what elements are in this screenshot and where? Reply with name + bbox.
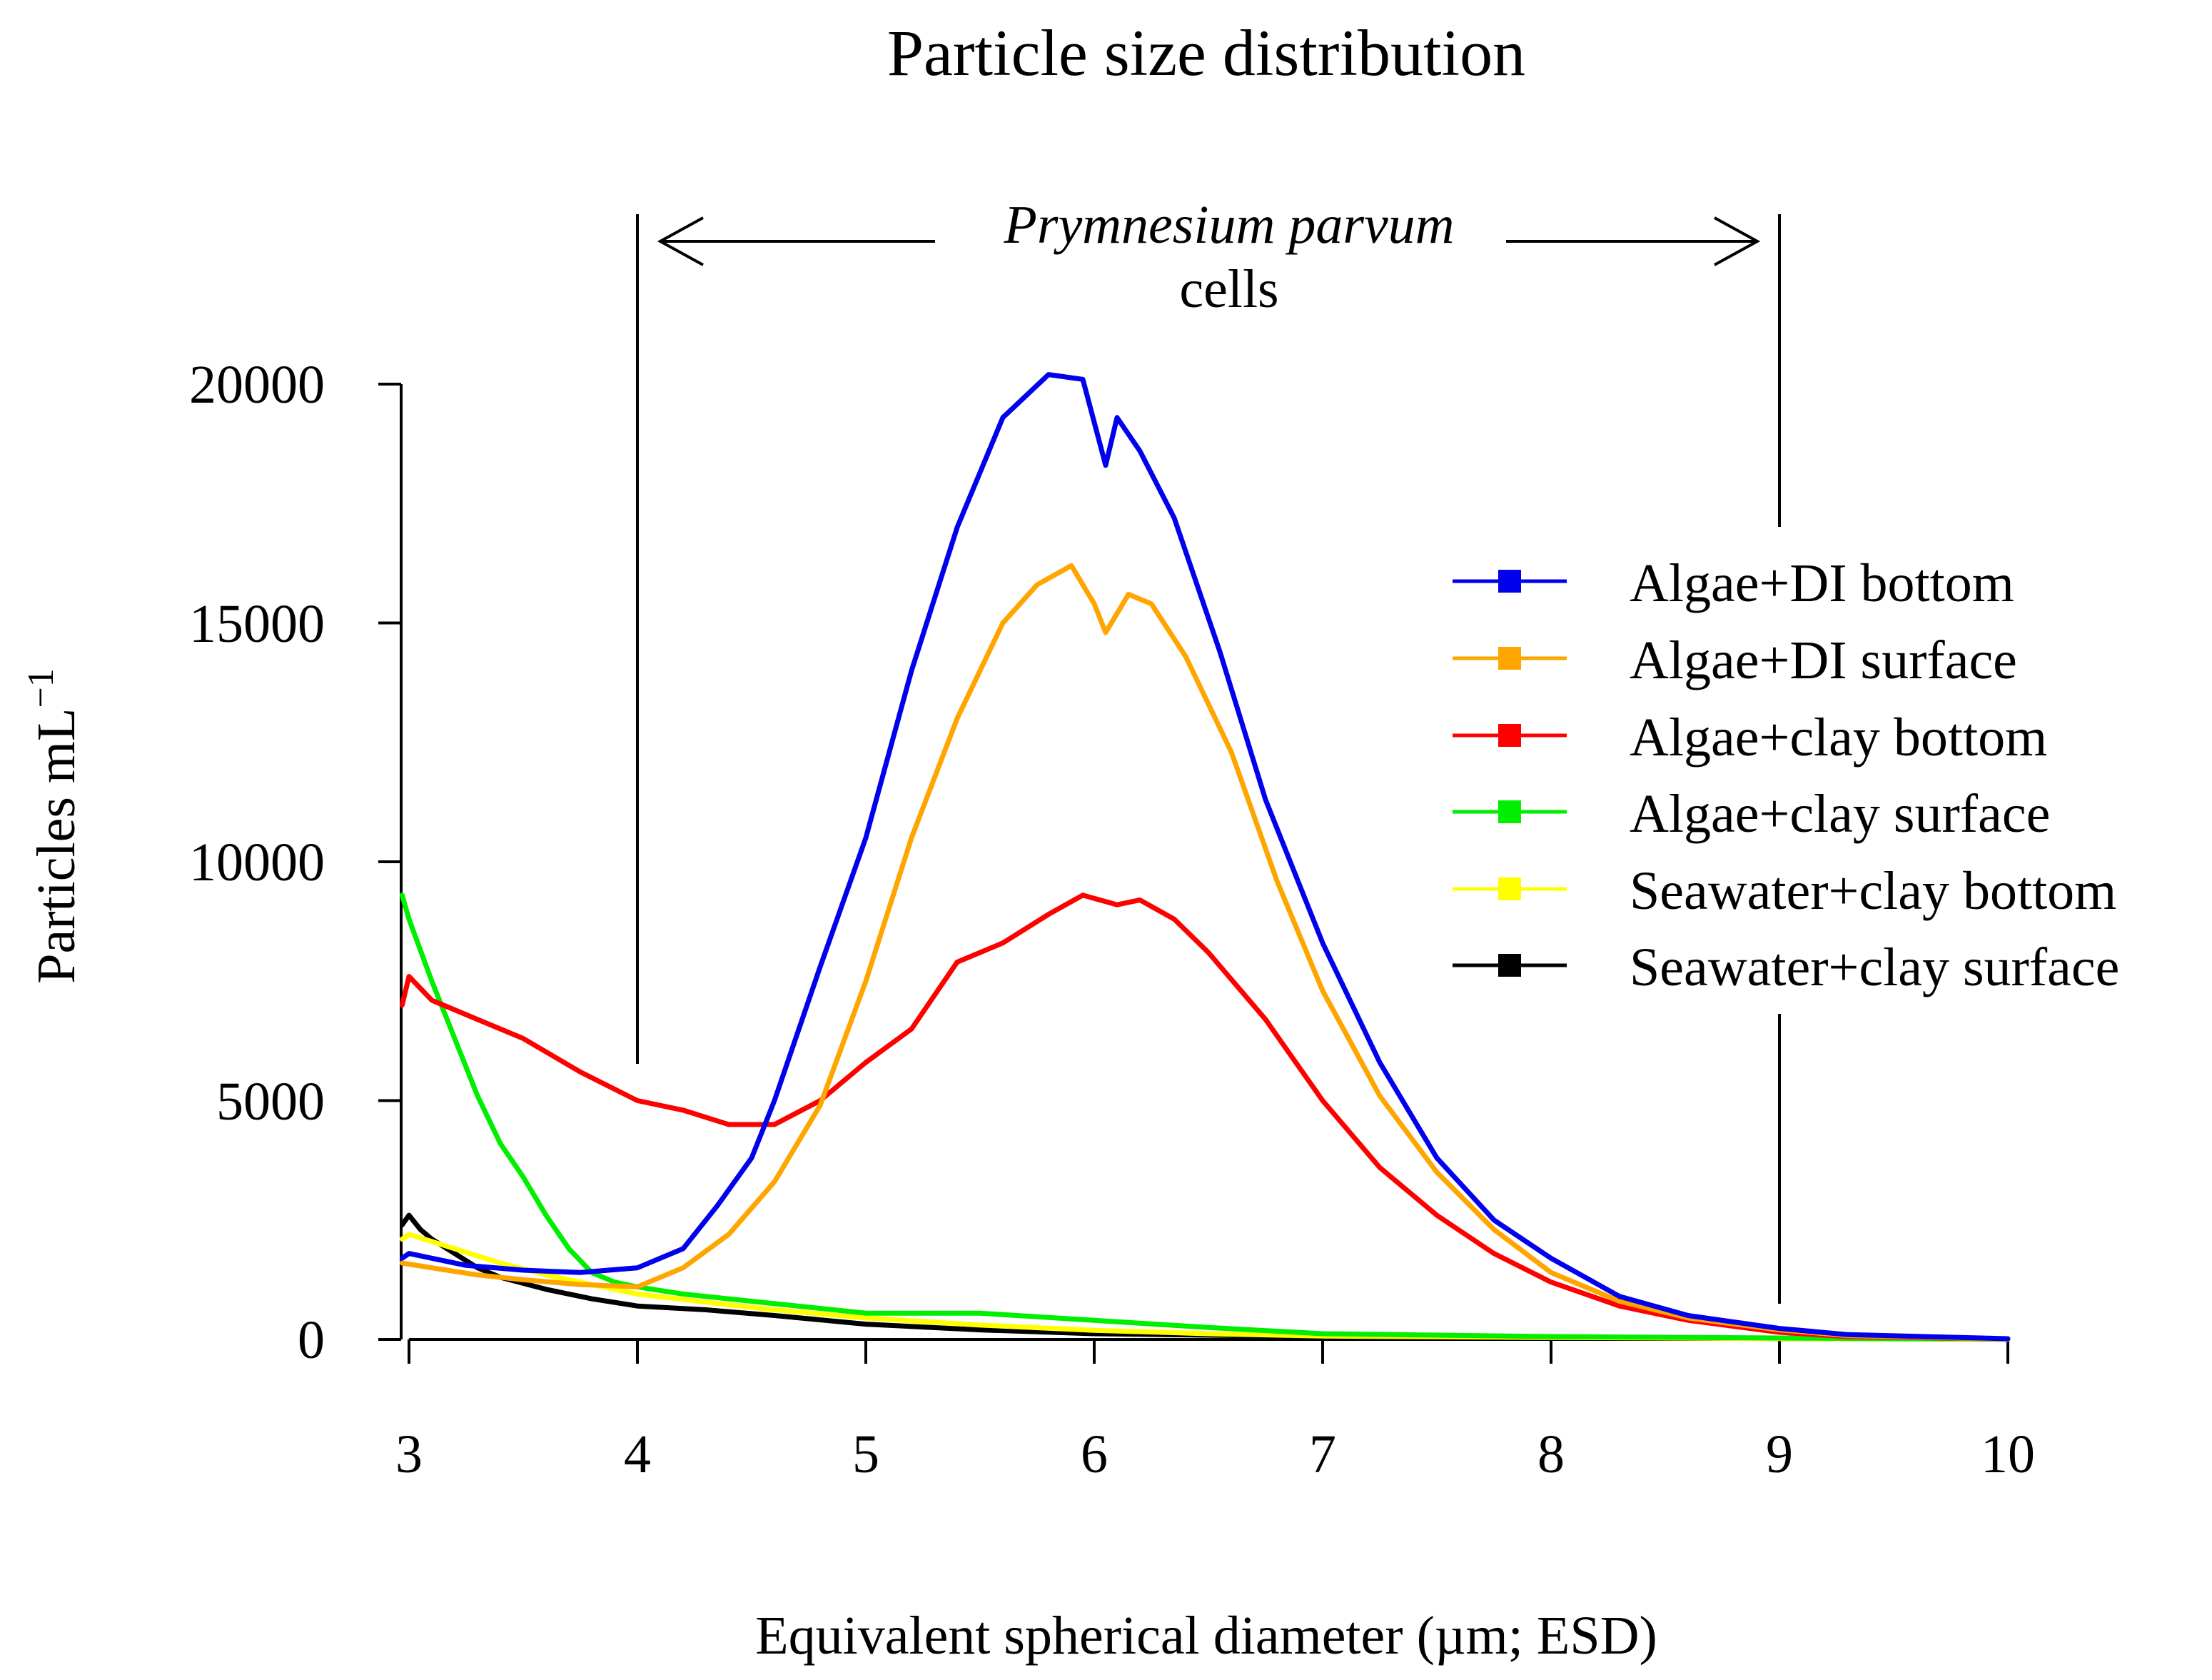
annotation-arrow-left-head	[657, 216, 704, 266]
legend-marker-algae-clay-surface	[1498, 800, 1521, 823]
y-tick-label-5000: 5000	[216, 1072, 325, 1132]
x-tick-label-5: 5	[852, 1424, 879, 1484]
series-layer	[399, 372, 2011, 1342]
y-tick-marks	[378, 383, 401, 1341]
x-tick-label-6: 6	[1081, 1424, 1108, 1484]
annotation-arrow-right-head	[1714, 216, 1761, 266]
series-line-seawater-clay-surface	[399, 1212, 2011, 1342]
legend-label-algae-clay-bottom: Algae+clay bottom	[1630, 708, 2047, 768]
cell-size-annotation: Prymnesium parvum cells	[636, 195, 1781, 1304]
series-line-algae-clay-bottom	[399, 892, 2011, 1342]
legend-label-algae-di-bottom: Algae+DI bottom	[1630, 553, 2014, 613]
legend-label-seawater-clay-surface: Seawater+clay surface	[1630, 937, 2119, 997]
x-tick-label-7: 7	[1309, 1424, 1336, 1484]
legend-marker-algae-di-surface	[1498, 647, 1521, 670]
legend-label-seawater-clay-bottom: Seawater+clay bottom	[1630, 861, 2116, 921]
chart-title: Particle size distribution	[887, 16, 1525, 89]
legend-marker-seawater-clay-surface	[1498, 954, 1521, 977]
legend-marker-algae-di-bottom	[1498, 570, 1521, 593]
y-tick-label-0: 0	[298, 1310, 325, 1370]
legend-marker-seawater-clay-bottom	[1498, 877, 1521, 900]
legend-label-algae-di-surface: Algae+DI surface	[1630, 630, 2017, 690]
x-axis: 3 4 5 6 7 8 9 10	[395, 1338, 2035, 1484]
y-tick-label-20000: 20000	[189, 355, 325, 415]
y-tick-label-10000: 10000	[189, 833, 325, 892]
x-tick-marks	[408, 1339, 2009, 1364]
y-axis-label-exponent: −1	[21, 668, 61, 708]
x-axis-label: Equivalent spherical diameter (µm; ESD)	[755, 1606, 1657, 1666]
y-axis-label: Particles mL−1	[21, 668, 86, 984]
legend: Algae+DI bottom Algae+DI surface Algae+c…	[1453, 553, 2119, 997]
legend-label-algae-clay-surface: Algae+clay surface	[1630, 784, 2050, 844]
legend-marker-algae-clay-bottom	[1498, 724, 1521, 747]
x-tick-label-4: 4	[624, 1424, 651, 1484]
series-line-algae-di-surface	[399, 563, 2011, 1342]
x-tick-label-3: 3	[395, 1424, 423, 1484]
series-line-algae-di-bottom	[399, 372, 2011, 1342]
annotation-label: cells	[1179, 259, 1278, 319]
y-axis: 0 5000 10000 15000 20000	[189, 355, 403, 1370]
y-axis-label-text: Particles mL	[26, 708, 86, 984]
x-tick-label-8: 8	[1537, 1424, 1565, 1484]
annotation-species: Prymnesium parvum	[1003, 195, 1454, 255]
x-tick-label-9: 9	[1766, 1424, 1793, 1484]
y-tick-label-15000: 15000	[189, 594, 325, 654]
x-tick-label-10: 10	[1981, 1424, 2035, 1484]
